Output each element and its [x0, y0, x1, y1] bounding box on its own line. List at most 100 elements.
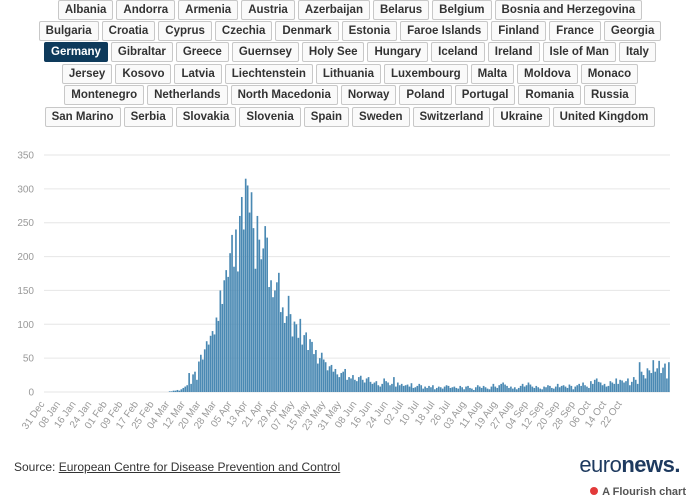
country-button-san-marino[interactable]: San Marino: [44, 107, 121, 127]
country-button-ireland[interactable]: Ireland: [487, 42, 540, 62]
bar: [654, 371, 657, 392]
country-button-italy[interactable]: Italy: [618, 42, 656, 62]
bar: [435, 387, 438, 392]
country-button-latvia[interactable]: Latvia: [174, 64, 222, 84]
bar: [207, 344, 210, 392]
country-button-guernsey[interactable]: Guernsey: [231, 42, 299, 62]
country-button-armenia[interactable]: Armenia: [178, 0, 239, 20]
country-button-russia[interactable]: Russia: [583, 85, 636, 105]
country-button-denmark[interactable]: Denmark: [275, 21, 339, 41]
country-button-iceland[interactable]: Iceland: [431, 42, 485, 62]
country-button-north-macedonia[interactable]: North Macedonia: [230, 85, 338, 105]
country-button-finland[interactable]: Finland: [491, 21, 547, 41]
bar: [539, 388, 541, 392]
country-button-andorra[interactable]: Andorra: [116, 0, 176, 20]
country-button-germany[interactable]: Germany: [44, 42, 108, 62]
country-button-sweden[interactable]: Sweden: [352, 107, 410, 127]
country-button-belgium[interactable]: Belgium: [432, 0, 492, 20]
country-button-azerbaijan[interactable]: Azerbaijan: [297, 0, 370, 20]
country-button-france[interactable]: France: [549, 21, 601, 41]
country-button-hungary[interactable]: Hungary: [367, 42, 429, 62]
country-button-lithuania[interactable]: Lithuania: [315, 64, 381, 84]
country-button-norway[interactable]: Norway: [340, 85, 397, 105]
bar: [217, 320, 220, 392]
source-link[interactable]: European Centre for Disease Prevention a…: [58, 460, 341, 474]
bar: [510, 386, 512, 392]
country-button-belarus[interactable]: Belarus: [372, 0, 430, 20]
country-button-luxembourg[interactable]: Luxembourg: [384, 64, 468, 84]
country-button-malta[interactable]: Malta: [470, 64, 515, 84]
bar: [381, 383, 384, 392]
country-button-montenegro[interactable]: Montenegro: [64, 85, 145, 105]
bar: [467, 385, 469, 392]
country-button-kosovo[interactable]: Kosovo: [115, 64, 172, 84]
country-button-liechtenstein[interactable]: Liechtenstein: [224, 64, 313, 84]
country-button-switzerland[interactable]: Switzerland: [412, 107, 491, 127]
country-button-netherlands[interactable]: Netherlands: [147, 85, 228, 105]
country-button-united-kingdom[interactable]: United Kingdom: [552, 107, 656, 127]
bar: [383, 378, 385, 392]
bar: [607, 385, 610, 392]
country-button-greece[interactable]: Greece: [175, 42, 229, 62]
bar: [498, 385, 501, 392]
country-row: Jersey Kosovo Latvia Liechtenstein Lithuania…: [0, 64, 700, 84]
country-button-albania[interactable]: Albania: [57, 0, 114, 20]
bar: [180, 389, 183, 392]
bar: [634, 379, 637, 392]
bar: [547, 385, 549, 392]
country-button-bosnia-and-herzegovina[interactable]: Bosnia and Herzegovina: [494, 0, 643, 20]
bar: [410, 383, 413, 392]
bar: [580, 385, 582, 392]
country-button-slovakia[interactable]: Slovakia: [175, 107, 237, 127]
country-button-monaco[interactable]: Monaco: [580, 64, 639, 84]
country-button-portugal[interactable]: Portugal: [454, 85, 516, 105]
country-button-poland[interactable]: Poland: [399, 85, 452, 105]
bar: [309, 339, 311, 392]
bar: [371, 383, 374, 392]
country-button-jersey[interactable]: Jersey: [61, 64, 113, 84]
bar: [203, 349, 206, 392]
bar: [369, 381, 372, 392]
logo-bold-text: news.: [621, 452, 680, 477]
country-button-austria[interactable]: Austria: [241, 0, 295, 20]
country-button-ukraine[interactable]: Ukraine: [493, 107, 550, 127]
bar: [469, 387, 471, 392]
country-button-estonia[interactable]: Estonia: [341, 21, 398, 41]
flourish-credit[interactable]: A Flourish chart: [590, 486, 686, 498]
country-button-isle-of-man[interactable]: Isle of Man: [542, 42, 616, 62]
country-button-romania[interactable]: Romania: [518, 85, 581, 105]
bar: [502, 382, 504, 392]
country-button-serbia[interactable]: Serbia: [123, 107, 173, 127]
bar: [595, 378, 598, 392]
bar: [593, 379, 596, 392]
bar: [400, 383, 403, 392]
bar: [291, 336, 294, 392]
bar: [492, 383, 495, 392]
bar: [235, 229, 237, 392]
bar: [632, 377, 635, 392]
bar: [517, 387, 520, 392]
bar: [625, 381, 627, 392]
bar: [619, 379, 621, 392]
bar: [603, 383, 606, 392]
source-line: Source: European Centre for Disease Prev…: [14, 460, 340, 474]
bar: [244, 178, 247, 392]
country-button-moldova[interactable]: Moldova: [517, 64, 578, 84]
bar: [642, 375, 645, 392]
country-button-holy-see[interactable]: Holy See: [301, 42, 365, 62]
country-button-slovenia[interactable]: Slovenia: [239, 107, 301, 127]
bar: [656, 368, 659, 392]
country-button-georgia[interactable]: Georgia: [603, 21, 662, 41]
bar: [356, 381, 358, 392]
country-button-gibraltar[interactable]: Gibraltar: [110, 42, 173, 62]
country-button-spain[interactable]: Spain: [303, 107, 350, 127]
country-button-croatia[interactable]: Croatia: [101, 21, 156, 41]
bar: [586, 386, 588, 392]
country-button-faroe-islands[interactable]: Faroe Islands: [400, 21, 489, 41]
country-button-cyprus[interactable]: Cyprus: [158, 21, 212, 41]
country-button-bulgaria[interactable]: Bulgaria: [38, 21, 99, 41]
flourish-dot-icon: [590, 487, 599, 495]
country-button-czechia[interactable]: Czechia: [214, 21, 273, 41]
